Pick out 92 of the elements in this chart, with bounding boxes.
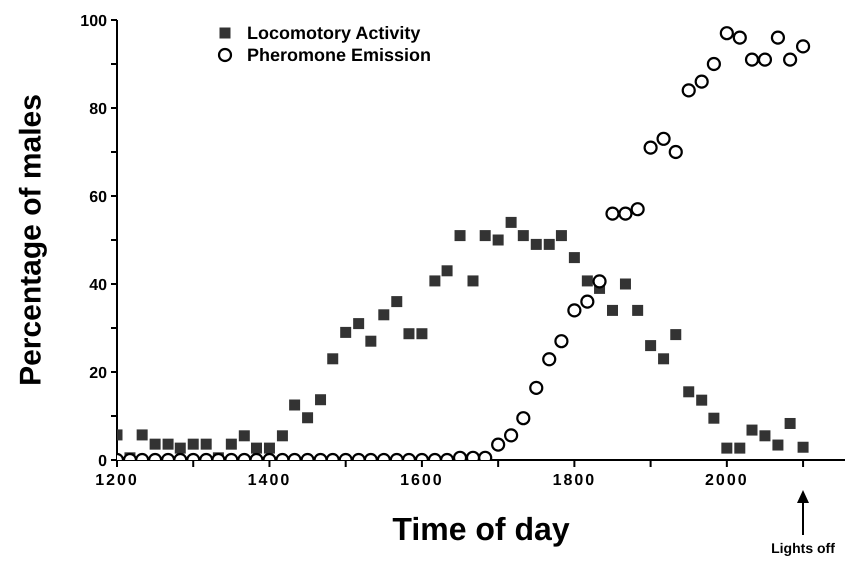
x-tick-label: 1600: [400, 472, 444, 489]
point: [516, 411, 530, 426]
point: [467, 275, 478, 286]
point: [759, 430, 770, 442]
legend-label: Pheromone Emission: [247, 44, 432, 66]
point: [238, 430, 250, 442]
point: [592, 274, 607, 288]
point: [136, 429, 148, 440]
point: [683, 386, 694, 398]
point: [480, 230, 491, 242]
point: [442, 265, 453, 276]
y-axis-title: Percentage of males: [14, 94, 48, 386]
point: [668, 144, 683, 160]
text: Lights off: [770, 540, 836, 556]
point: [783, 52, 798, 67]
point: [644, 140, 658, 155]
point: [630, 202, 645, 216]
point: [568, 252, 580, 264]
point: [746, 424, 758, 436]
point: [670, 329, 682, 340]
point: [758, 52, 772, 67]
point: [378, 309, 390, 320]
point: [706, 56, 721, 72]
point: [327, 353, 338, 364]
point: [289, 400, 300, 410]
point: [796, 39, 810, 54]
point: [353, 318, 364, 330]
x-tick-label: 1200: [95, 472, 139, 489]
point: [658, 353, 670, 364]
point: [544, 238, 555, 250]
point: [530, 238, 542, 250]
point: [200, 438, 212, 450]
point: [529, 380, 544, 395]
point: [721, 442, 732, 454]
point: [734, 442, 746, 454]
point: [694, 74, 709, 89]
point: [264, 442, 275, 454]
point: [491, 438, 506, 452]
point: [492, 234, 504, 246]
point: [744, 52, 760, 67]
y-tick-label: 20: [89, 365, 108, 382]
point: [365, 336, 376, 347]
y-tick-label: 0: [98, 453, 108, 470]
point: [605, 206, 620, 221]
point: [708, 412, 720, 424]
x-tick-label: 1400: [248, 472, 292, 489]
y-tick-label: 100: [80, 13, 108, 30]
point: [162, 438, 174, 450]
point: [251, 442, 262, 454]
point: [454, 230, 466, 242]
point: [403, 328, 414, 340]
x-axis-title: Time of day: [392, 511, 570, 547]
point: [632, 304, 644, 316]
legend-label: Locomotory Activity: [247, 22, 420, 44]
point: [606, 304, 618, 316]
point: [315, 394, 326, 406]
point: [682, 83, 696, 98]
point: [732, 30, 747, 45]
y-tick-label: 60: [89, 189, 108, 206]
point: [645, 340, 656, 352]
point: [504, 428, 518, 442]
point: [656, 132, 671, 146]
point: [556, 230, 567, 242]
x-tick-label: 2000: [705, 472, 749, 489]
point: [518, 230, 529, 242]
point: [391, 296, 402, 308]
point: [188, 438, 199, 450]
point: [276, 430, 288, 442]
point: [580, 294, 594, 309]
x-tick-label: 1800: [552, 472, 596, 489]
point: [506, 216, 517, 228]
point: [620, 278, 631, 290]
point: [567, 303, 582, 318]
point: [416, 328, 428, 340]
point: [772, 440, 784, 451]
point: [302, 412, 314, 424]
point: [784, 418, 796, 429]
point: [174, 442, 186, 454]
y-tick-label: 80: [89, 101, 108, 118]
point: [720, 26, 734, 40]
point: [618, 206, 633, 221]
point: [542, 352, 556, 366]
point: [340, 326, 352, 338]
point: [554, 334, 569, 348]
point: [770, 30, 786, 45]
point: [226, 438, 237, 450]
point: [150, 438, 161, 450]
point: [696, 394, 708, 406]
point: [798, 442, 809, 453]
point: [429, 275, 440, 286]
y-tick-label: 40: [89, 277, 108, 294]
point: [582, 275, 593, 286]
